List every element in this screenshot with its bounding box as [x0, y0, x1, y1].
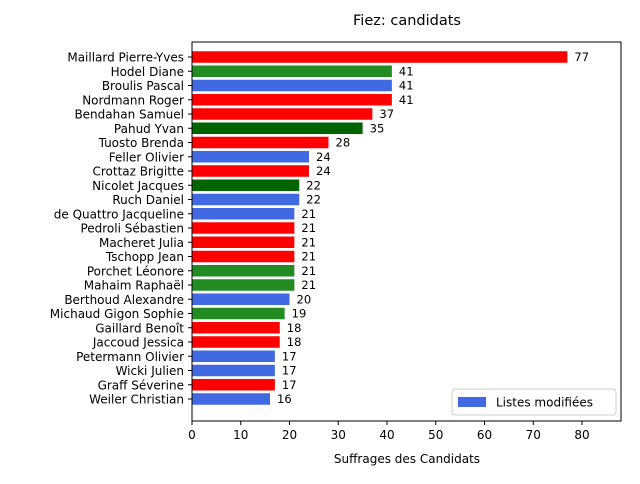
- y-tick-label: Hodel Diane: [111, 65, 184, 79]
- bar-value-label: 21: [301, 278, 316, 292]
- y-tick-label: Feller Olivier: [109, 150, 184, 164]
- bar-value-label: 28: [336, 136, 351, 150]
- y-tick-label: Mahaim Raphaël: [84, 279, 184, 293]
- legend-label: Listes modifiées: [496, 396, 593, 410]
- x-tick-label: 10: [233, 428, 248, 442]
- bar: [192, 393, 270, 405]
- y-tick-label: Nicolet Jacques: [92, 179, 184, 193]
- x-tick-label: 70: [526, 428, 541, 442]
- bar-value-label: 41: [399, 64, 414, 78]
- y-tick-label: Porchet Léonore: [87, 264, 184, 278]
- bar-value-label: 17: [282, 378, 297, 392]
- bar-value-label: 17: [282, 364, 297, 378]
- y-tick-label: Macheret Julia: [99, 236, 184, 250]
- bar-value-label: 22: [306, 193, 321, 207]
- y-tick-label: Weiler Christian: [89, 393, 184, 407]
- y-tick-label: Nordmann Roger: [82, 93, 184, 107]
- bar-value-label: 18: [287, 321, 302, 335]
- legend-swatch: [458, 397, 486, 407]
- legend-box: [451, 388, 617, 416]
- bar: [192, 250, 295, 263]
- y-tick-label: Maillard Pierre-Yves: [67, 51, 184, 65]
- bar: [192, 208, 295, 220]
- bar-value-label: 37: [379, 107, 394, 121]
- bar: [192, 65, 392, 77]
- bar: [192, 322, 280, 334]
- plot-frame: [191, 41, 622, 422]
- bar-value-label: 21: [301, 264, 316, 278]
- bar-value-label: 17: [282, 349, 297, 363]
- bar-value-label: 18: [287, 335, 302, 349]
- bar-value-label: 21: [301, 221, 316, 235]
- x-tick-label: 40: [379, 428, 394, 442]
- bar: [192, 94, 392, 106]
- y-tick-label: Broulis Pascal: [102, 79, 184, 93]
- y-tick-label: Pahud Yvan: [114, 122, 184, 136]
- bar-value-label: 21: [301, 250, 316, 264]
- bar-value-label: 41: [399, 93, 414, 107]
- y-tick-label: Gaillard Benoît: [95, 321, 184, 335]
- bar-value-label: 19: [292, 307, 307, 321]
- bar-value-label: 21: [301, 235, 316, 249]
- y-tick-label: Wicki Julien: [116, 364, 184, 378]
- bar-value-label: 24: [316, 150, 331, 164]
- x-tick-label: 60: [477, 428, 492, 442]
- bar-value-label: 21: [301, 207, 316, 221]
- bar: [192, 364, 275, 377]
- bar-value-label: 20: [297, 292, 312, 306]
- x-tick-label: 80: [574, 428, 589, 442]
- x-tick-label: 50: [428, 428, 443, 442]
- y-tick-label: Tuosto Brenda: [98, 136, 184, 150]
- bar: [192, 122, 363, 134]
- bar: [192, 136, 329, 149]
- y-tick-label: Pedroli Sébastien: [80, 222, 184, 236]
- bar-value-label: 24: [316, 164, 331, 178]
- value-labels: 7741414137352824242222212121212121201918…: [277, 50, 589, 406]
- y-tick-label: Graff Séverine: [98, 378, 184, 392]
- x-axis: 0 10 20 30 40 50 60 70 80: [188, 421, 590, 442]
- bar: [192, 179, 300, 191]
- bar: [192, 350, 275, 362]
- y-tick-label: Ruch Daniel: [112, 193, 184, 207]
- y-tick-label: Berthoud Alexandre: [64, 293, 184, 307]
- x-tick-label: 30: [331, 428, 346, 442]
- y-tick-label: Crottaz Brigitte: [92, 165, 184, 179]
- bar: [192, 379, 275, 391]
- x-tick-label: 0: [188, 428, 196, 442]
- bar: [192, 336, 280, 348]
- bar: [192, 108, 373, 120]
- bar: [192, 151, 309, 163]
- bar: [192, 307, 285, 320]
- bar-value-label: 41: [399, 79, 414, 93]
- bar-value-label: 22: [306, 178, 321, 192]
- y-tick-label: Bendahan Samuel: [74, 108, 184, 122]
- chart-title: Fiez: candidats: [353, 13, 461, 29]
- bar-value-label: 16: [277, 392, 292, 406]
- y-tick-label: Tschopp Jean: [105, 250, 184, 264]
- bar-value-label: 35: [370, 121, 385, 135]
- y-tick-label: Michaud Gigon Sophie: [50, 307, 184, 321]
- y-tick-label: de Quattro Jacqueline: [54, 207, 184, 221]
- bar: [192, 279, 295, 291]
- bar: [192, 79, 392, 92]
- bar: [192, 51, 568, 63]
- legend: Listes modifiées: [451, 388, 617, 416]
- bar: [192, 222, 295, 234]
- bar: [192, 165, 309, 177]
- y-tick-label: Petermann Olivier: [76, 350, 184, 364]
- bar: [192, 236, 295, 248]
- bar-value-label: 77: [574, 50, 589, 64]
- bar: [192, 265, 295, 277]
- y-tick-label: Jaccoud Jessica: [92, 336, 184, 350]
- bar: [192, 193, 300, 206]
- bar: [192, 293, 290, 305]
- bars-layer: [192, 51, 568, 405]
- x-tick-label: 20: [282, 428, 297, 442]
- x-axis-label: Suffrages des Candidats: [334, 452, 480, 466]
